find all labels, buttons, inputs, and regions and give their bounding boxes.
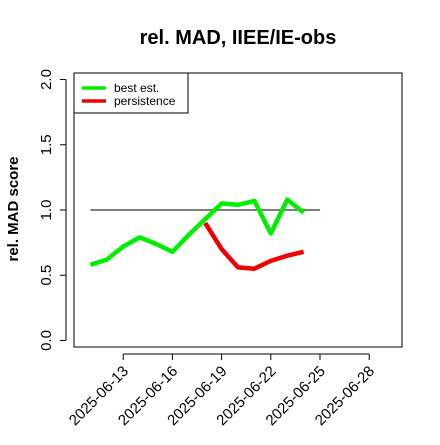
legend: best est. persistence bbox=[73, 72, 189, 114]
y-tick-label: 2.0 bbox=[38, 69, 55, 90]
legend-box bbox=[73, 72, 189, 114]
plot-area bbox=[89, 197, 320, 271]
chart-title: rel. MAD, IIEE/IE-obs bbox=[140, 27, 337, 49]
y-tick-label: 1.5 bbox=[38, 134, 55, 155]
legend-label-best-est: best est. bbox=[114, 81, 159, 95]
series-line-persistence bbox=[203, 221, 305, 271]
legend-label-persistence: persistence bbox=[114, 94, 176, 108]
y-tick-label: 0.5 bbox=[38, 265, 55, 286]
y-tick-label: 1.0 bbox=[38, 200, 55, 221]
y-tick-label: 0.0 bbox=[38, 330, 55, 351]
plot-frame bbox=[73, 72, 403, 348]
y-axis-label: rel. MAD score bbox=[5, 156, 22, 261]
series-line-best-est bbox=[89, 197, 305, 267]
